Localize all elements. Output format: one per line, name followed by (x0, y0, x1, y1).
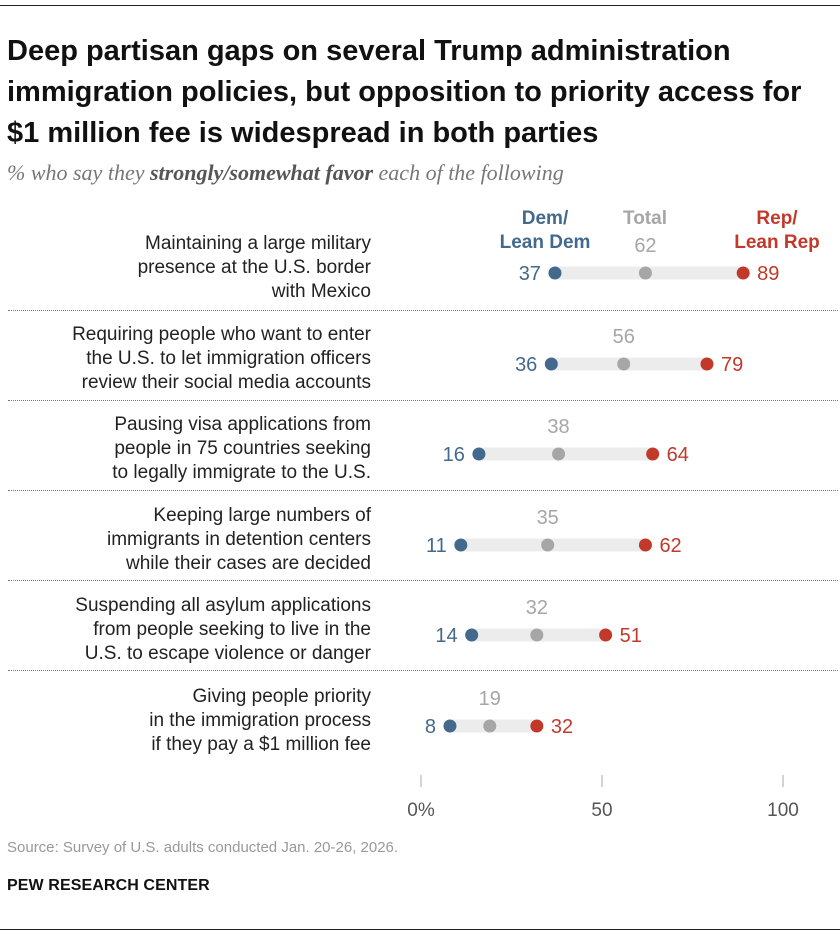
dot-rep (599, 628, 613, 642)
row-separator (8, 310, 838, 311)
dot-rep (638, 538, 652, 552)
category-label: Suspending all asylum applications from p… (1, 594, 371, 666)
category-label-line: if they pay a $1 million fee (151, 734, 371, 755)
dot-rep (700, 357, 714, 371)
category-label: Requiring people who want to enter the U.… (1, 323, 371, 395)
dot-total (483, 719, 497, 733)
category-label-line: Maintaining a large military (145, 233, 371, 254)
category-label-line: Requiring people who want to enter (72, 324, 371, 345)
row-separator (8, 400, 838, 401)
category-label-line: in the immigration process (149, 710, 371, 731)
category-label-line: while their cases are decided (125, 553, 371, 574)
chart-subtitle: % who say they strongly/somewhat favor e… (7, 160, 564, 186)
row-separator (8, 490, 838, 491)
category-label: Giving people priority in the immigration… (1, 685, 371, 757)
category-label-line: from people seeking to live in the (93, 619, 371, 640)
category-label-line: Pausing visa applications from (114, 414, 371, 435)
dot-total (638, 266, 652, 280)
row-separator (8, 580, 838, 581)
category-label-line: review their social media accounts (81, 372, 371, 393)
value-label-rep: 79 (721, 354, 743, 376)
value-label-total: 62 (634, 235, 656, 257)
legend-total: Total (623, 208, 667, 229)
category-label-line: Giving people priority (192, 686, 371, 707)
legend-dem-line2: Lean Dem (500, 232, 591, 253)
subtitle-post: each of the following (373, 160, 564, 185)
row-separator (8, 670, 838, 671)
category-label-line: Keeping large numbers of (153, 505, 371, 526)
category-label: Maintaining a large military presence at … (1, 232, 371, 304)
category-label-line: people in 75 countries seeking (114, 438, 371, 459)
value-label-dem: 11 (426, 535, 447, 557)
legend-rep-line2: Lean Rep (734, 232, 820, 253)
subtitle-pre: % who say they (7, 160, 150, 185)
dot-total (541, 538, 555, 552)
legend-dem-line1: Dem/ (522, 208, 569, 229)
value-label-dem: 36 (515, 354, 537, 376)
dot-total (552, 447, 566, 461)
value-label-dem: 16 (443, 444, 465, 466)
dot-dem (544, 357, 558, 371)
dot-rep (646, 447, 660, 461)
category-label-line: presence at the U.S. border (137, 257, 371, 278)
x-tick-label: 50 (591, 800, 612, 821)
legend-rep-line1: Rep/ (756, 208, 798, 229)
value-label-total: 19 (479, 688, 501, 710)
subtitle-bold: strongly/somewhat favor (149, 160, 374, 185)
value-label-rep: 89 (757, 263, 779, 285)
dot-dem (548, 266, 562, 280)
value-label-dem: 14 (435, 625, 457, 647)
top-rule (0, 5, 840, 6)
category-label-line: immigrants in detention centers (106, 529, 371, 550)
category-label-line: to legally immigrate to the U.S. (112, 462, 371, 483)
dot-dem (454, 538, 468, 552)
dot-total (530, 628, 544, 642)
category-label-line: U.S. to escape violence or danger (84, 643, 371, 664)
value-label-rep: 64 (667, 444, 689, 466)
value-label-dem: 37 (519, 263, 541, 285)
dot-dem (465, 628, 479, 642)
value-label-total: 38 (547, 416, 569, 438)
x-tick-label: 0% (407, 800, 435, 821)
value-label-rep: 32 (551, 716, 573, 738)
dot-dem (443, 719, 457, 733)
dot-total (617, 357, 631, 371)
chart-title: Deep partisan gaps on several Trump admi… (7, 35, 802, 149)
category-label: Keeping large numbers of immigrants in de… (1, 504, 371, 576)
source-note: Source: Survey of U.S. adults conducted … (7, 839, 399, 856)
category-label-line: the U.S. to let immigration officers (86, 348, 371, 369)
category-label-line: with Mexico (271, 281, 371, 302)
value-label-total: 35 (537, 507, 559, 529)
value-label-total: 32 (526, 597, 548, 619)
category-label-line: Suspending all asylum applications (75, 595, 371, 616)
value-label-dem: 8 (425, 716, 436, 738)
dot-rep (530, 719, 544, 733)
dot-dem (472, 447, 486, 461)
value-label-rep: 51 (620, 625, 642, 647)
value-label-rep: 62 (659, 535, 681, 557)
category-label: Pausing visa applications from people in … (1, 413, 371, 485)
x-tick-label: 100 (767, 800, 799, 821)
value-label-total: 56 (613, 326, 635, 348)
brand-footer: PEW RESEARCH CENTER (7, 877, 210, 894)
dot-rep (736, 266, 750, 280)
bottom-rule (0, 929, 840, 930)
